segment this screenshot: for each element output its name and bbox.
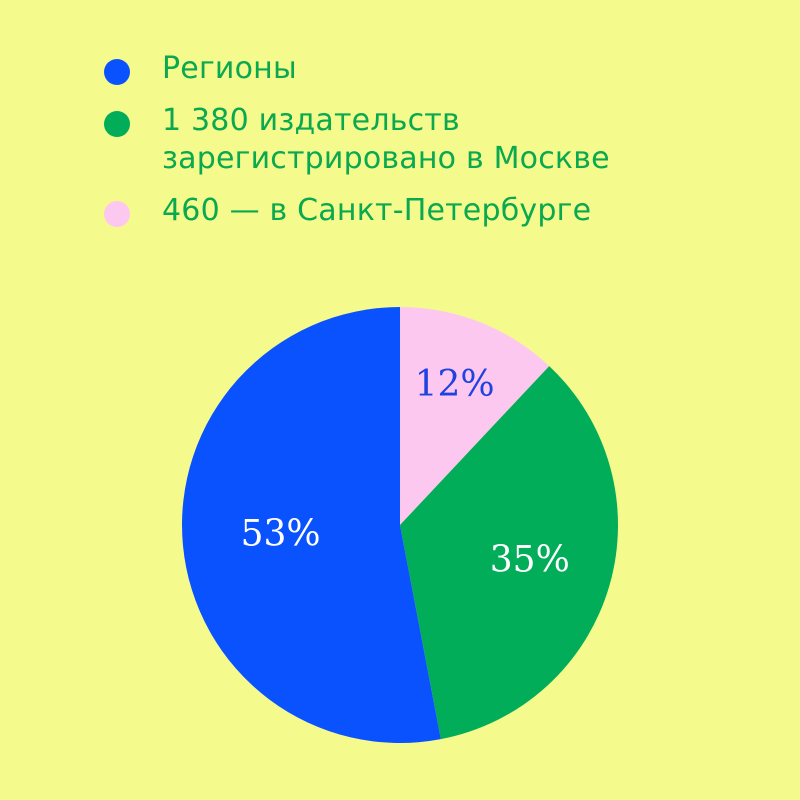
legend-label-moscow: 1 380 издательств зарегистрировано в Мос… [162, 103, 610, 176]
legend-label-saint-petersburg: 460 — в Санкт-Петербурге [162, 193, 592, 228]
legend-label-regions: Регионы [162, 51, 297, 86]
pie-slice-saint-petersburg [400, 307, 550, 525]
pie-label-saint-petersburg: 12% [415, 364, 495, 405]
legend-marker-saint-petersburg [104, 201, 130, 227]
pie-label-moscow: 35% [490, 540, 570, 581]
pie-slice-regions [181, 306, 441, 743]
pie-slice-moscow [400, 366, 618, 740]
legend-item-regions: Регионы [100, 50, 760, 88]
legend-item-saint-petersburg: 460 — в Санкт-Петербурге [100, 192, 760, 230]
pie-label-regions: 53% [241, 513, 321, 554]
legend-marker-regions [104, 59, 130, 85]
legend-marker-moscow [104, 111, 130, 137]
legend-item-moscow: 1 380 издательств зарегистрировано в Мос… [100, 102, 760, 178]
chart-legend: Регионы 1 380 издательств зарегистрирова… [100, 50, 760, 230]
